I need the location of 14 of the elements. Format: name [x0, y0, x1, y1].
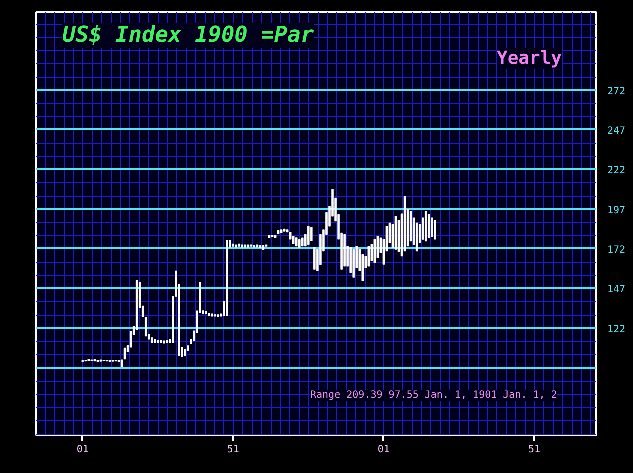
y-tick-label: 222 — [608, 166, 626, 177]
text: US$ Index 1900 =Par — [62, 23, 315, 48]
x-tick-label: 51 — [528, 444, 541, 456]
annotation: Range 209.39 97.55 Jan. 1, 1901 Jan. 1, 2 — [310, 390, 558, 401]
y-tick-label: 122 — [608, 324, 626, 336]
x-tick-label: 01 — [378, 444, 390, 456]
y-tick-label: 147 — [608, 284, 626, 296]
x-tick-label: 01 — [76, 444, 89, 456]
y-tick-label: 172 — [608, 245, 626, 256]
text: Yearly — [496, 48, 562, 69]
y-tick-label: 247 — [608, 126, 626, 137]
y-tick-label: 272 — [608, 86, 626, 98]
x-tick-label: 51 — [227, 444, 240, 456]
y-tick-label: 197 — [608, 205, 626, 216]
